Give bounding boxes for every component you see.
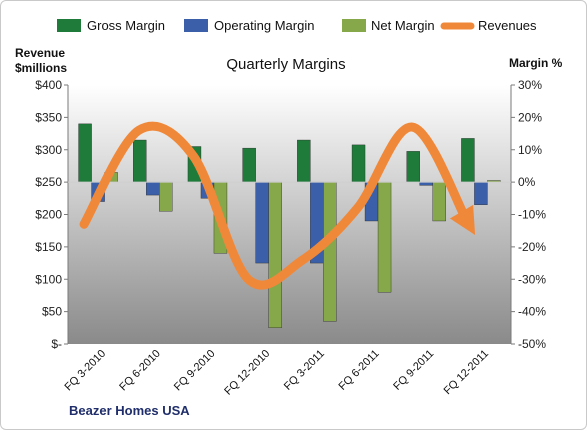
right-axis-ticks: -50% -40% -30% -20% -10% 0% 10% 20% 30%	[511, 78, 546, 351]
left-axis-tick-label: $400	[35, 78, 62, 92]
category-label: FQ 12-2011	[442, 348, 491, 397]
left-axis-tick-label: $-	[51, 337, 62, 351]
right-axis-title: Margin %	[509, 56, 563, 70]
left-axis-tick-label: $200	[35, 208, 62, 222]
right-axis-tick-label: -40%	[518, 305, 546, 319]
bar-gross-margin	[351, 144, 366, 183]
bar-operating-margin	[255, 181, 269, 264]
category-label: FQ 3-2011	[282, 348, 327, 393]
bar-gross-margin	[242, 147, 256, 183]
legend-label-gross-margin: Gross Margin	[87, 18, 165, 33]
revenue-line	[79, 121, 476, 290]
bar-net-margin	[159, 181, 173, 212]
legend-label-operating-margin: Operating Margin	[214, 18, 314, 33]
bar-gross-margin	[133, 139, 147, 183]
bar-operating-margin	[474, 181, 488, 205]
category-label: FQ 6-2010	[117, 348, 163, 394]
category-label: FQ 6-2011	[337, 348, 382, 393]
left-axis-tick-label: $50	[42, 305, 62, 319]
legend-item-operating-margin: Operating Margin	[184, 18, 314, 33]
bar-gross-margin	[78, 123, 92, 183]
legend-item-net-margin: Net Margin	[342, 18, 435, 33]
legend-item-revenues: Revenues	[440, 18, 537, 33]
revenue-series	[79, 121, 476, 290]
bar-gross-margin	[406, 151, 420, 183]
legend-label-revenues: Revenues	[478, 18, 537, 33]
right-axis-tick-label: -30%	[518, 272, 546, 286]
right-axis-tick-label: 10%	[518, 143, 542, 157]
right-axis-tick-label: -20%	[518, 240, 546, 254]
category-label: FQ 12-2010	[222, 348, 272, 398]
footer-company-name: Beazer Homes USA	[69, 403, 190, 418]
bar-net-margin	[432, 181, 446, 222]
left-axis-tick-label: $150	[35, 240, 62, 254]
category-label: FQ 3-2010	[63, 348, 109, 394]
chart-title: Quarterly Margins	[226, 56, 345, 73]
legend-swatch-operating-margin	[184, 19, 208, 32]
legend-swatch-net-margin	[342, 19, 366, 32]
legend-swatch-gross-margin	[57, 19, 81, 32]
right-axis-tick-label: -50%	[518, 337, 546, 351]
left-axis-title-line2: $millions	[15, 61, 67, 75]
category-label: FQ 9-2011	[391, 348, 436, 393]
right-axis-tick-label: 30%	[518, 78, 542, 92]
right-axis-tick-label: -10%	[518, 208, 546, 222]
bar-net-margin	[323, 181, 337, 322]
legend-label-net-margin: Net Margin	[371, 18, 435, 33]
bar-net-margin	[268, 181, 282, 329]
left-axis-tick-label: $250	[35, 175, 62, 189]
left-axis-tick-label: $350	[35, 110, 62, 124]
category-label: FQ 9-2010	[172, 348, 218, 394]
right-axis-tick-label: 20%	[518, 110, 542, 124]
bar-gross-margin	[461, 138, 475, 183]
left-axis-tick-label: $300	[35, 143, 62, 157]
legend: Gross Margin Operating Margin Net Margin…	[57, 18, 537, 33]
left-axis-ticks: $- $50 $100 $150 $200 $250 $300 $350 $400	[35, 78, 68, 351]
bar-operating-margin	[146, 181, 160, 196]
left-axis-tick-label: $100	[35, 272, 62, 286]
legend-item-gross-margin: Gross Margin	[57, 18, 165, 33]
bar-gross-margin	[297, 139, 311, 183]
category-labels: FQ 3-2010 FQ 6-2010 FQ 9-2010 FQ 12-2010 FQ …	[63, 348, 492, 398]
right-axis-tick-label: 0%	[518, 175, 536, 189]
left-axis-title-line1: Revenue	[15, 46, 65, 60]
bar-net-margin	[377, 181, 392, 293]
